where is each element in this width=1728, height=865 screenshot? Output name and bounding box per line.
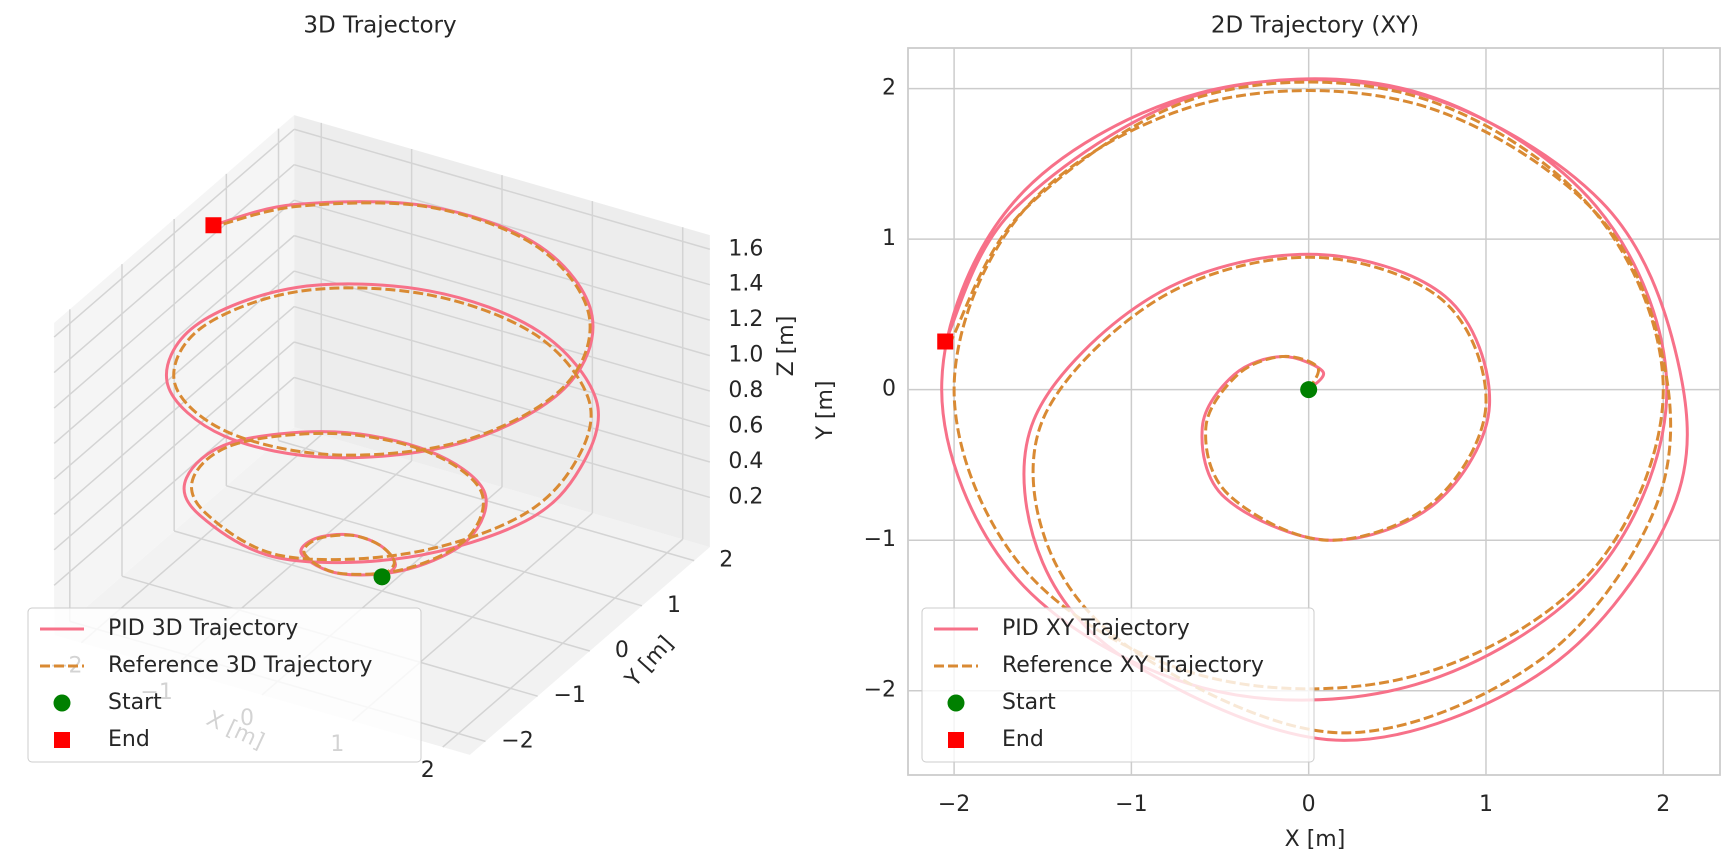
start-marker: [373, 568, 391, 586]
y-tick-label: 1: [882, 226, 896, 251]
grid-line: [53, 341, 295, 551]
legend-swatch: [54, 732, 70, 748]
x-tick-label: −2: [938, 792, 970, 817]
z-tick-label: 1.4: [728, 272, 763, 297]
z-axis-label: Z [m]: [774, 316, 799, 377]
z-tick-label: 0.6: [728, 414, 763, 439]
grid-line: [293, 199, 711, 321]
x-tick-label: 1: [1479, 792, 1493, 817]
x-tick-label: 2: [421, 758, 435, 783]
y-tick-label: −1: [864, 527, 896, 552]
legend-box: [27, 607, 422, 763]
z-tick-label: 0.8: [728, 378, 763, 403]
x-tick-label: −1: [1115, 792, 1147, 817]
legend-label: Start: [1002, 690, 1056, 715]
z-tick-label: 1.0: [728, 343, 763, 368]
plot-frame: [907, 47, 1721, 776]
grid-line: [293, 163, 711, 286]
chart-title: 3D Trajectory: [303, 13, 456, 39]
grid-line: [53, 128, 295, 338]
legend-label: Reference XY Trajectory: [1002, 653, 1264, 678]
y-tick-label: 2: [719, 548, 733, 573]
legend-label: PID 3D Trajectory: [108, 616, 298, 641]
x-tick-label: 0: [1302, 792, 1316, 817]
legend-swatch: [947, 694, 965, 712]
y-tick-label: 0: [882, 377, 896, 402]
legend-swatch: [53, 694, 71, 712]
z-tick-label: 0.4: [728, 449, 763, 474]
y-tick-label: −1: [553, 683, 585, 708]
grid-line: [293, 128, 711, 250]
grid-line: [53, 376, 295, 586]
y-tick-label: 2: [882, 76, 896, 101]
grid-line: [226, 485, 643, 607]
grid-line: [293, 376, 711, 499]
grid-line: [53, 164, 295, 374]
end-marker: [205, 217, 222, 234]
y-tick-label: −2: [864, 678, 896, 703]
x-axis-label: X [m]: [1285, 827, 1346, 852]
y-tick-label: 1: [667, 593, 681, 618]
start-marker: [1300, 381, 1318, 399]
end-marker: [937, 333, 954, 350]
z-tick-label: 1.6: [728, 236, 763, 261]
legend-label: Reference 3D Trajectory: [108, 653, 372, 678]
grid-line: [293, 270, 711, 392]
y-axis-label: Y [m]: [813, 380, 838, 440]
grid-line: [53, 235, 295, 445]
grid-line: [173, 530, 591, 652]
grid-line: [53, 305, 295, 515]
y-tick-label: 0: [615, 638, 629, 663]
trajectory-line: [949, 80, 1673, 735]
grid-line: [53, 199, 295, 409]
trajectory-line: [172, 201, 593, 578]
y-tick-label: −2: [501, 728, 533, 753]
grid-line: [293, 341, 711, 463]
grid-line: [293, 234, 711, 357]
legend-label: End: [108, 727, 150, 752]
legend-swatch: [948, 732, 964, 748]
chart-title: 2D Trajectory (XY): [1211, 13, 1419, 39]
z-tick-label: 0.2: [728, 484, 763, 509]
legend-label: End: [1002, 727, 1044, 752]
z-tick-label: 1.2: [728, 307, 763, 332]
legend-box: [921, 607, 1315, 763]
legend-label: Start: [108, 690, 162, 715]
x-tick-label: 2: [1656, 792, 1670, 817]
legend-label: PID XY Trajectory: [1002, 616, 1190, 641]
grid-line: [293, 305, 711, 428]
